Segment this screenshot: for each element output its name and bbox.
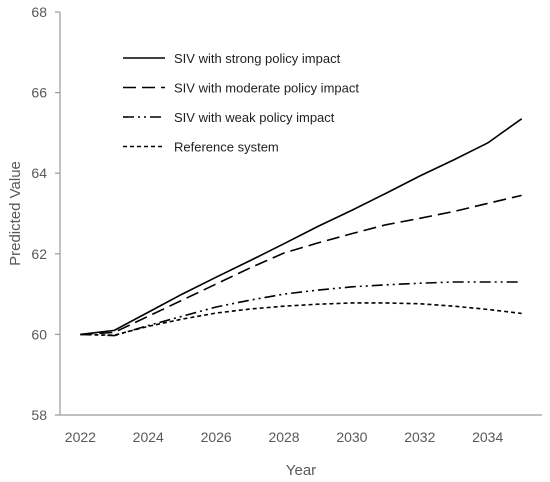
x-tick-label: 2022	[65, 429, 96, 445]
y-tick-label: 60	[31, 326, 47, 342]
x-tick-label: 2024	[133, 429, 164, 445]
legend: SIV with strong policy impact SIV with mo…	[123, 51, 359, 155]
y-tick-label: 58	[31, 407, 47, 423]
x-tick-label: 2028	[268, 429, 299, 445]
x-axis-title: Year	[286, 462, 316, 479]
y-axis-ticks: 58 60 62 64 66 68	[31, 4, 60, 423]
x-tick-label: 2032	[404, 429, 435, 445]
x-tick-label: 2034	[472, 429, 503, 445]
y-axis-title: Predicted Value	[7, 161, 24, 266]
legend-label-1: SIV with strong policy impact	[174, 51, 341, 66]
x-axis-ticks: 2022 2024 2026 2028 2030 2032 2034	[65, 429, 504, 445]
y-tick-label: 66	[31, 85, 47, 101]
axes	[59, 12, 542, 416]
series-line-4	[80, 302, 522, 337]
series-lines	[80, 118, 523, 337]
y-tick-label: 64	[31, 165, 47, 181]
series-line-3	[80, 281, 522, 337]
x-tick-label: 2030	[336, 429, 367, 445]
series-line-1	[80, 118, 523, 336]
legend-label-2: SIV with moderate policy impact	[174, 81, 359, 96]
y-tick-label: 62	[31, 246, 47, 262]
legend-label-3: SIV with weak policy impact	[174, 110, 335, 125]
x-tick-label: 2026	[201, 429, 232, 445]
legend-label-4: Reference system	[174, 140, 279, 155]
y-tick-label: 68	[31, 4, 47, 20]
series-line-2	[80, 194, 522, 336]
